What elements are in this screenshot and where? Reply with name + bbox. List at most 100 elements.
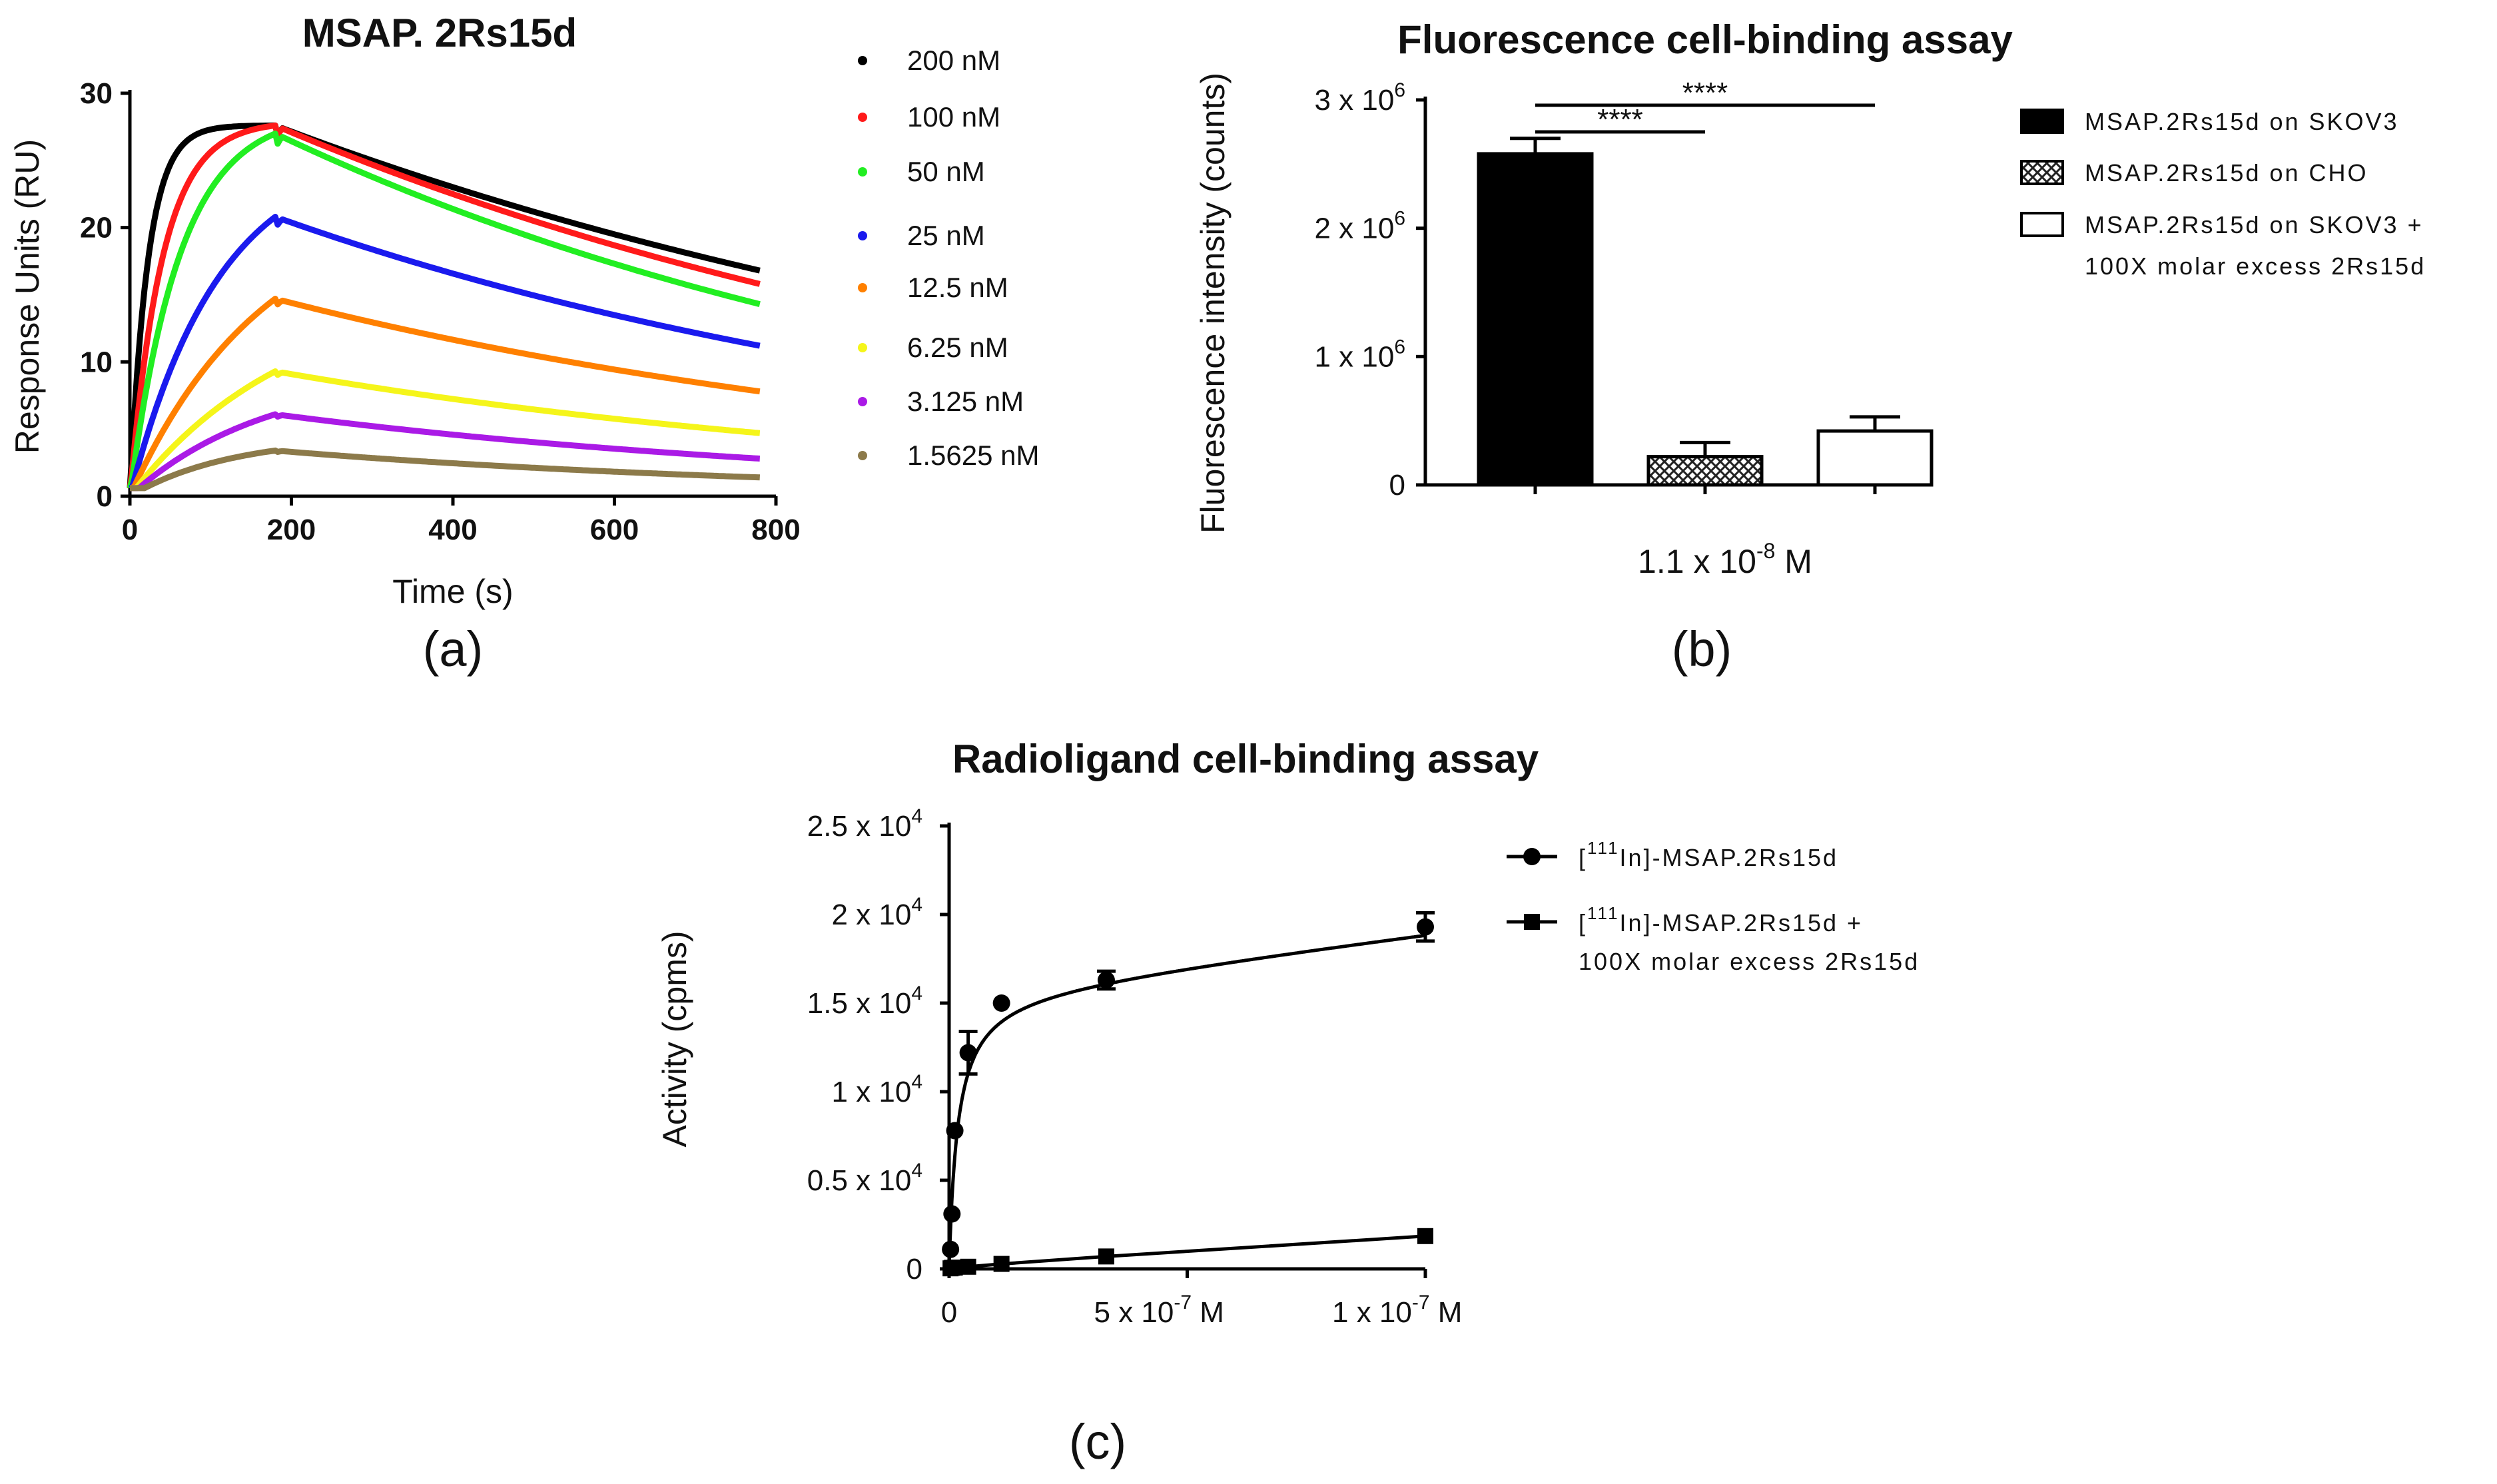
panel-c-y-tick-mantissa: 2.5 x 10: [807, 810, 912, 843]
panel-a-legend: 200 nM 100 nM 50 nM 25 nM 12.5 nM 6.25 nM 3.12…: [858, 45, 1039, 471]
panel-c-y-tick-exponent: 4: [911, 982, 922, 1004]
panel-c-legend-label-bracket: [: [1579, 909, 1587, 936]
panel-b-y-tick-label: 2 x 106: [1314, 208, 1405, 245]
panel-c-point-square: [993, 1256, 1010, 1272]
panel-a-legend-label: 3.125 nM: [907, 386, 1024, 417]
panel-a-y-tick-label: 20: [80, 212, 113, 244]
panel-a-legend-marker: [858, 343, 867, 352]
panel-c-y-tick-mantissa: 1 x 10: [831, 1076, 911, 1108]
panel-b-bars: [1477, 137, 1934, 487]
panel-c-point-circle: [942, 1240, 960, 1258]
panel-a-sensorgram: MSAP. 2Rs15d Response Units (RU) Time (s…: [9, 11, 1039, 677]
panel-c-x-tick-label: 1 x 10-7 M: [1332, 1292, 1462, 1329]
panel-b-y-tick-exponent: 6: [1394, 208, 1405, 230]
panel-a-legend-marker: [858, 167, 867, 177]
panel-a-y-tick-label: 10: [80, 346, 113, 378]
panel-b-title: Fluorescence cell-binding assay: [1397, 17, 2013, 62]
panel-b-legend-swatch: [2020, 160, 2064, 185]
panel-a-x-tick-label: 800: [751, 514, 800, 546]
panel-c-legend-label-text: In]-MSAP.2Rs15d: [1620, 844, 1838, 871]
panel-c-point-circle: [992, 994, 1010, 1012]
panel-c-legend-label-text: In]-MSAP.2Rs15d +: [1620, 909, 1864, 936]
panel-a-y-label: Response Units (RU): [9, 139, 46, 454]
panel-a-series-line: [127, 122, 761, 489]
panel-c-point-square: [960, 1258, 976, 1275]
panel-b-y-tick-exponent: 6: [1394, 336, 1405, 358]
panel-c-legend-label: [111In]-MSAP.2Rs15d: [1579, 838, 1838, 871]
panel-c-point-square: [1417, 1228, 1433, 1244]
panel-b-significance-label: ****: [1682, 77, 1728, 109]
panel-c-caption: (c): [1069, 1414, 1126, 1469]
panel-c-point-circle: [943, 1205, 961, 1223]
panel-a-legend-marker: [858, 56, 867, 65]
panel-c-legend-label-line2: 100X molar excess 2Rs15d: [1579, 948, 1920, 975]
panel-c-x-tick-label: 5 x 10-7 M: [1094, 1292, 1224, 1329]
panel-c-x-tick-mantissa: 0: [941, 1296, 957, 1329]
panel-a-series-line: [129, 368, 761, 492]
panel-c-x-tick-unit: M: [1430, 1296, 1463, 1329]
panel-c-title: Radioligand cell-binding assay: [952, 737, 1539, 781]
panel-a-axes: 0 10 20 30 0 200 400 600 800: [80, 77, 801, 546]
panel-c-legend-label-bracket: [: [1579, 844, 1587, 871]
panel-c-point-circle: [1417, 918, 1434, 936]
panel-a-y-tick-label: 30: [80, 77, 113, 110]
panel-b-y-tick-mantissa: 1 x 10: [1314, 340, 1394, 373]
panel-b-y-tick-mantissa: 2 x 10: [1314, 212, 1394, 245]
panel-a-series-line: [129, 411, 761, 492]
panel-c-series-group: [942, 911, 1435, 1277]
panel-c-x-tick-exponent: -7: [1412, 1292, 1430, 1313]
panel-a-x-label: Time (s): [392, 573, 513, 610]
panel-b-bar: [1477, 152, 1594, 487]
panel-b-y-tick-mantissa: 3 x 10: [1314, 84, 1394, 117]
panel-c-point-square: [1098, 1248, 1114, 1265]
panel-c-y-tick-mantissa: 2 x 10: [831, 899, 911, 931]
panel-c-y-tick-exponent: 4: [911, 1160, 922, 1182]
panel-a-series-line: [127, 122, 761, 489]
panel-a-title: MSAP. 2Rs15d: [302, 11, 577, 55]
panel-b-legend: MSAP.2Rs15d on SKOV3 MSAP.2Rs15d on CHO MS…: [2020, 108, 2426, 280]
panel-c-legend-marker: [1524, 914, 1540, 930]
panel-c-fit-line: [947, 933, 1426, 1270]
panel-c-y-tick-exponent: 4: [911, 894, 922, 916]
panel-c-point-circle: [959, 1044, 977, 1062]
panel-a-legend-marker: [858, 283, 867, 292]
panel-a-series-line: [128, 214, 761, 491]
panel-c-y-label: Activity (cpms): [656, 931, 693, 1148]
panel-c-y-tick-label: 0.5 x 104: [807, 1160, 922, 1197]
panel-a-legend-label: 12.5 nM: [907, 272, 1008, 303]
panel-c-x-tick-unit: M: [1192, 1296, 1224, 1329]
panel-a-x-tick-label: 0: [122, 514, 138, 546]
panel-c-y-tick-exponent: 4: [911, 805, 922, 827]
panel-c-legend: [111In]-MSAP.2Rs15d[111In]-MSAP.2Rs15d +…: [1507, 838, 1920, 975]
panel-c-x-tick-exponent: -7: [1174, 1292, 1192, 1313]
panel-c-y-tick-label: 1 x 104: [831, 1071, 922, 1108]
panel-b-significance-label: ****: [1597, 103, 1643, 136]
panel-b-legend-swatch: [2020, 109, 2064, 134]
panel-a-series-line: [129, 296, 761, 492]
panel-c-y-tick-label: 1.5 x 104: [807, 982, 922, 1020]
panel-b-bar: [1646, 455, 1764, 487]
panel-c-fit-line: [950, 1234, 1426, 1270]
panel-c-legend-marker: [1523, 848, 1541, 865]
panel-a-caption: (a): [423, 621, 483, 677]
panel-b-legend-label-line2: 100X molar excess 2Rs15d: [2085, 252, 2426, 280]
panel-c-x-tick-mantissa: 1 x 10: [1332, 1296, 1412, 1329]
panel-c-y-tick-label: 2.5 x 104: [807, 805, 922, 843]
panel-c-point-circle: [946, 1122, 964, 1140]
panel-b-y-tick-label: 0: [1389, 469, 1405, 502]
panel-a-series-line: [129, 447, 761, 492]
panel-c-y-tick-label: 2 x 104: [831, 894, 922, 931]
panel-b-legend-label: MSAP.2Rs15d on SKOV3: [2085, 108, 2399, 135]
panel-a-legend-label: 100 nM: [907, 101, 1000, 133]
panel-a-legend-marker: [858, 451, 867, 460]
panel-a-legend-marker: [858, 231, 867, 240]
panel-c-y-tick-mantissa: 0.5 x 10: [807, 1164, 912, 1197]
panel-c-legend-label-superscript: 111: [1587, 838, 1620, 858]
panel-c-y-tick-mantissa: 0: [906, 1253, 922, 1286]
panel-a-legend-marker: [858, 113, 867, 122]
panel-b-legend-swatch: [2020, 212, 2064, 237]
panel-b-y-tick-exponent: 6: [1394, 79, 1405, 101]
panel-b-legend-label: MSAP.2Rs15d on CHO: [2085, 159, 2368, 186]
